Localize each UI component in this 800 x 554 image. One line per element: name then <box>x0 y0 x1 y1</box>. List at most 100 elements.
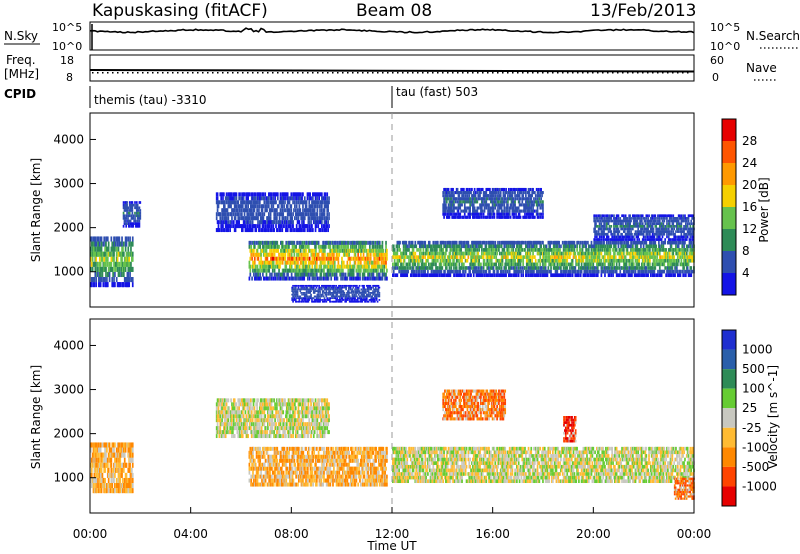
power-cell <box>344 300 347 303</box>
power-cell <box>215 200 218 205</box>
power-cell <box>574 244 577 249</box>
power-cell <box>302 252 305 257</box>
power-cell <box>583 255 586 259</box>
power-cell <box>558 258 560 263</box>
power-cell <box>308 284 311 287</box>
power-cell <box>550 255 552 259</box>
power-cell <box>105 256 107 262</box>
power-cell <box>270 228 273 233</box>
power-cell <box>333 272 336 277</box>
power-cell <box>251 240 253 245</box>
power-cell <box>385 244 387 249</box>
power-cell <box>336 292 338 294</box>
power-cell <box>353 248 356 253</box>
power-cell <box>122 203 125 207</box>
power-cell <box>588 251 591 256</box>
power-cell <box>436 251 439 256</box>
power-cell <box>584 266 587 270</box>
power-cell <box>322 224 325 229</box>
power-cell <box>110 251 113 257</box>
power-cell <box>377 240 380 245</box>
power-cell <box>289 240 292 245</box>
power-cell <box>564 251 567 256</box>
power-cell <box>342 290 345 293</box>
power-cell <box>572 266 575 270</box>
power-cell <box>268 220 271 225</box>
power-cell <box>448 251 451 256</box>
power-cell <box>603 255 605 259</box>
power-cell <box>270 260 272 265</box>
power-cell <box>490 273 493 278</box>
nave-dot <box>507 72 509 74</box>
power-cell <box>285 216 287 221</box>
power-cell <box>635 244 638 249</box>
power-cell <box>273 216 276 221</box>
power-cell <box>542 269 544 274</box>
power-cell <box>363 292 365 294</box>
power-cell <box>267 260 270 265</box>
power-cell <box>482 266 485 270</box>
power-cell <box>291 299 294 301</box>
power-cell <box>366 300 369 303</box>
power-cell <box>314 284 317 287</box>
power-cell <box>294 284 297 287</box>
power-cell <box>315 272 318 277</box>
power-cell <box>373 293 375 296</box>
noise-panel <box>89 21 695 51</box>
power-cell <box>467 244 470 249</box>
power-cell <box>650 255 653 259</box>
power-cell <box>364 244 367 249</box>
power-cell <box>360 240 362 245</box>
power-cell <box>332 300 335 303</box>
power-cell <box>329 286 331 289</box>
power-cell <box>636 262 639 267</box>
power-cell <box>348 292 351 294</box>
power-cell <box>313 200 316 205</box>
power-cell <box>368 260 371 265</box>
power-cell <box>280 200 283 205</box>
power-cell <box>272 200 275 205</box>
power-cell <box>528 244 531 249</box>
power-cell <box>290 208 293 213</box>
power-cell <box>619 269 622 274</box>
power-cell <box>272 192 275 197</box>
power-cell <box>504 255 507 259</box>
power-cell <box>351 244 353 249</box>
power-cell <box>281 196 284 201</box>
power-cell <box>516 255 519 259</box>
power-cell <box>541 266 543 270</box>
power-cell <box>368 299 371 301</box>
power-cell <box>248 216 250 221</box>
power-cell <box>106 251 108 257</box>
power-cell <box>317 297 320 300</box>
power-cell <box>556 240 559 245</box>
power-cell <box>556 251 559 256</box>
power-cell <box>548 258 551 263</box>
power-cell <box>327 292 329 294</box>
power-cell <box>304 288 307 291</box>
power-cell <box>465 258 468 263</box>
power-cell <box>229 228 232 233</box>
power-cell <box>598 251 601 256</box>
power-cell <box>514 266 516 270</box>
power-cell <box>439 240 442 245</box>
power-cell <box>342 260 345 265</box>
power-cell <box>596 248 599 252</box>
power-cell <box>337 286 339 289</box>
power-cell <box>278 228 281 233</box>
power-cell <box>485 273 488 278</box>
power-cell <box>316 299 319 301</box>
power-cell <box>320 284 323 287</box>
power-cell <box>318 286 320 289</box>
power-cell <box>614 266 617 270</box>
power-cell <box>439 258 442 263</box>
power-cell <box>366 293 369 296</box>
power-cell <box>231 212 233 217</box>
power-cell <box>299 200 302 205</box>
power-cell <box>320 204 322 209</box>
power-cell <box>404 240 407 245</box>
power-cell <box>293 196 295 201</box>
power-cell <box>340 240 342 245</box>
power-cell <box>646 244 649 249</box>
power-cell <box>125 209 128 212</box>
